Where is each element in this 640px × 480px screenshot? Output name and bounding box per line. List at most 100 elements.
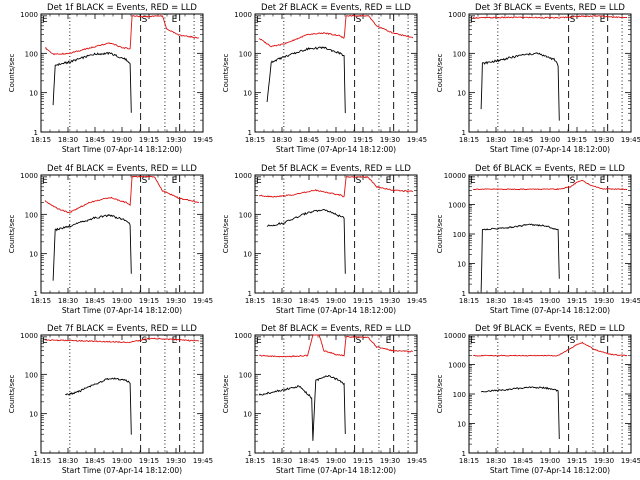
event-marker-label: S xyxy=(356,15,362,25)
x-tick-label: 19:00 xyxy=(326,136,346,144)
x-tick-label: 18:30 xyxy=(58,457,78,465)
x-tick-label: 19:45 xyxy=(621,297,640,305)
lld-series-line xyxy=(258,175,414,198)
y-tick-label: 1000 xyxy=(20,172,38,180)
event-marker-label: S xyxy=(570,15,576,25)
x-tick-label: 18:45 xyxy=(513,297,533,305)
y-tick-label: 1000 xyxy=(448,362,466,370)
panel-det-4: Det 4f BLACK = Events, RED = LLD Counts/s… xyxy=(8,164,213,315)
panel-det-1: Det 1f BLACK = Events, RED = LLD Counts/s… xyxy=(8,3,213,154)
x-tick-label: 19:45 xyxy=(621,136,640,144)
x-tick-label: 19:15 xyxy=(139,136,159,144)
x-tick-label: 19:45 xyxy=(193,457,213,465)
y-tick-label: 100 xyxy=(25,211,38,219)
x-tick-label: 19:30 xyxy=(594,136,614,144)
event-marker-label: S xyxy=(570,176,576,186)
events-series-line xyxy=(65,377,132,435)
x-tick-label: 18:45 xyxy=(513,136,533,144)
x-axis-label: Start Time (07-Apr-14 18:12:00) xyxy=(62,306,182,315)
events-series-line xyxy=(258,374,346,441)
event-marker-label: E xyxy=(256,336,262,346)
x-tick-label: 19:00 xyxy=(540,136,560,144)
x-axis-label: Start Time (07-Apr-14 18:12:00) xyxy=(276,466,396,475)
y-axis-label: Counts/sec xyxy=(436,54,444,93)
event-marker-label: E xyxy=(42,15,48,25)
event-marker-label: E xyxy=(600,336,606,346)
y-tick-label: 100 xyxy=(239,371,252,379)
y-axis-label: Counts/sec xyxy=(436,215,444,254)
event-marker-label: E xyxy=(470,15,476,25)
y-tick-label: 10 xyxy=(29,90,38,98)
x-tick-label: 18:15 xyxy=(31,136,51,144)
chart-title: Det 4f BLACK = Events, RED = LLD xyxy=(47,164,197,174)
y-tick-label: 1000 xyxy=(234,332,252,340)
panel-det-3: Det 3f BLACK = Events, RED = LLD Counts/s… xyxy=(436,3,640,154)
x-tick-label: 18:15 xyxy=(31,297,51,305)
y-tick-label: 100 xyxy=(25,50,38,58)
x-tick-label: 19:30 xyxy=(594,297,614,305)
x-tick-label: 19:30 xyxy=(380,457,400,465)
x-tick-label: 18:30 xyxy=(272,136,292,144)
x-tick-label: 19:45 xyxy=(407,457,427,465)
chart-title: Det 6f BLACK = Events, RED = LLD xyxy=(475,164,625,174)
y-tick-label: 1 xyxy=(34,450,38,458)
event-marker-label: S xyxy=(142,336,148,346)
event-marker-label: E xyxy=(386,176,392,186)
event-marker-label: E xyxy=(256,15,262,25)
event-marker-label: E xyxy=(172,336,178,346)
chart-title: Det 9f BLACK = Events, RED = LLD xyxy=(475,324,625,334)
y-tick-label: 1000 xyxy=(234,11,252,19)
x-tick-label: 18:15 xyxy=(459,136,479,144)
y-axis-label: Counts/sec xyxy=(436,375,444,414)
y-tick-label: 10000 xyxy=(444,332,466,340)
x-tick-label: 19:30 xyxy=(380,136,400,144)
x-tick-label: 18:30 xyxy=(58,136,78,144)
x-tick-label: 19:15 xyxy=(567,457,587,465)
x-tick-label: 18:30 xyxy=(58,297,78,305)
y-tick-label: 100 xyxy=(453,231,466,239)
y-axis-label: Counts/sec xyxy=(222,215,230,254)
x-tick-label: 18:30 xyxy=(272,297,292,305)
event-marker-label: E xyxy=(470,176,476,186)
event-marker-label: S xyxy=(356,336,362,346)
y-tick-label: 100 xyxy=(239,211,252,219)
x-tick-label: 18:15 xyxy=(459,457,479,465)
y-tick-label: 1000 xyxy=(448,11,466,19)
y-tick-label: 10 xyxy=(457,90,466,98)
x-tick-label: 18:45 xyxy=(299,136,319,144)
events-series-line xyxy=(480,223,560,293)
events-series-line xyxy=(52,213,132,281)
events-series-line xyxy=(266,209,346,274)
x-tick-label: 19:15 xyxy=(353,136,373,144)
x-tick-label: 19:00 xyxy=(112,457,132,465)
x-tick-label: 19:00 xyxy=(112,136,132,144)
x-tick-label: 19:00 xyxy=(326,297,346,305)
x-tick-label: 19:15 xyxy=(567,297,587,305)
y-tick-label: 1 xyxy=(248,129,252,137)
y-tick-label: 10 xyxy=(29,251,38,259)
x-axis-label: Start Time (07-Apr-14 18:12:00) xyxy=(490,306,610,315)
x-tick-label: 19:15 xyxy=(139,457,159,465)
event-marker-label: S xyxy=(570,336,576,346)
event-marker-label: E xyxy=(600,15,606,25)
event-marker-label: E xyxy=(470,336,476,346)
x-tick-label: 19:15 xyxy=(139,297,159,305)
x-axis-label: Start Time (07-Apr-14 18:12:00) xyxy=(62,466,182,475)
x-tick-label: 19:15 xyxy=(353,457,373,465)
y-tick-label: 100 xyxy=(25,371,38,379)
x-axis-label: Start Time (07-Apr-14 18:12:00) xyxy=(62,145,182,154)
x-tick-label: 18:30 xyxy=(486,297,506,305)
y-tick-label: 10 xyxy=(457,261,466,269)
chart-title: Det 1f BLACK = Events, RED = LLD xyxy=(47,3,197,13)
x-tick-label: 19:30 xyxy=(166,457,186,465)
plot-frame xyxy=(468,334,632,454)
chart-title: Det 8f BLACK = Events, RED = LLD xyxy=(261,324,411,334)
y-tick-label: 1 xyxy=(34,129,38,137)
plot-frame xyxy=(254,334,418,454)
plot-frame xyxy=(40,174,204,294)
event-marker-label: S xyxy=(142,15,148,25)
x-tick-label: 19:15 xyxy=(567,136,587,144)
event-marker-label: E xyxy=(42,336,48,346)
x-tick-label: 18:30 xyxy=(272,457,292,465)
lld-series-line xyxy=(258,14,414,48)
